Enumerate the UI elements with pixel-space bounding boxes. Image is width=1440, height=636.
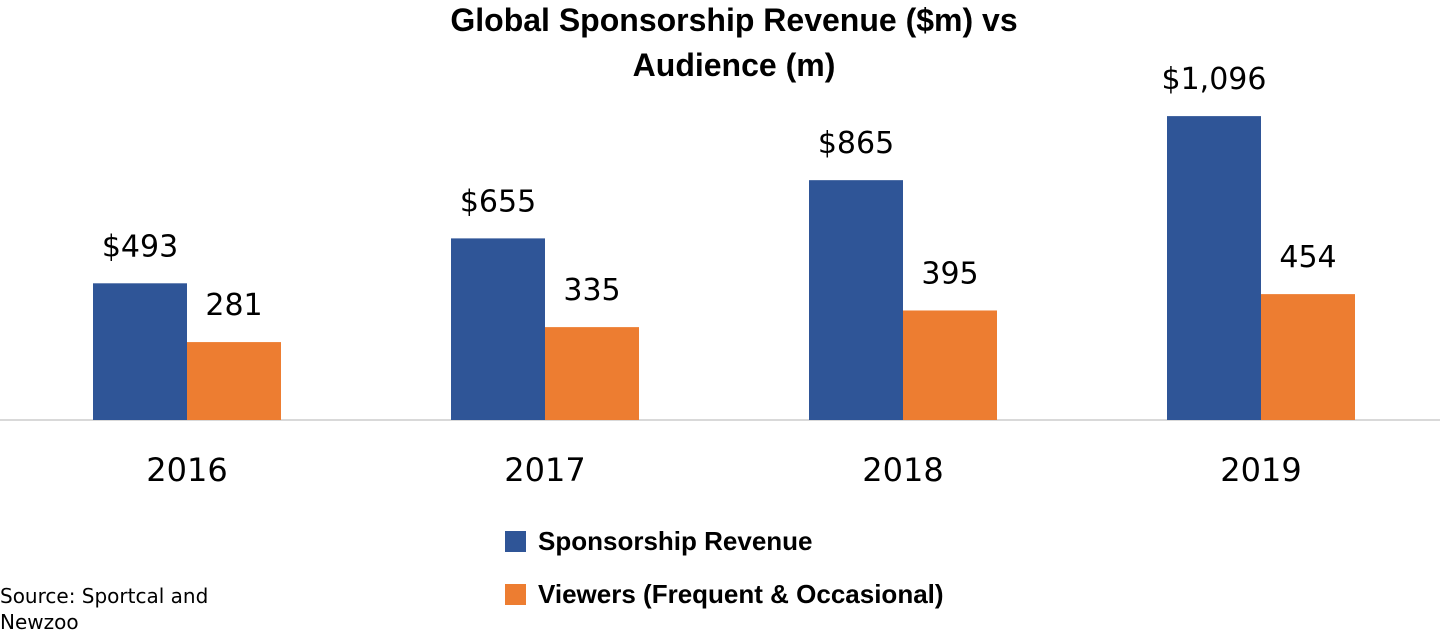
bar-viewers-2016	[187, 342, 281, 420]
bar-revenue-2016	[93, 283, 187, 420]
bar-viewers-2019	[1261, 294, 1355, 420]
x-tick-label-2017: 2017	[504, 451, 585, 489]
x-tick-label-2016: 2016	[146, 451, 227, 489]
x-tick-label-2018: 2018	[862, 451, 943, 489]
data-label-viewers-2019: 454	[1279, 240, 1336, 275]
bar-revenue-2018	[809, 180, 903, 420]
legend: Sponsorship Revenue Viewers (Frequent & …	[505, 526, 944, 609]
legend-swatch-revenue	[505, 531, 526, 552]
data-label-revenue-2017: $655	[460, 184, 536, 219]
legend-swatch-viewers	[505, 584, 526, 605]
bar-viewers-2017	[545, 327, 639, 420]
bar-viewers-2018	[903, 310, 997, 420]
bar-revenue-2019	[1167, 116, 1261, 420]
legend-label-revenue: Sponsorship Revenue	[538, 526, 813, 556]
data-label-revenue-2018: $865	[818, 126, 894, 161]
data-label-viewers-2017: 335	[563, 273, 620, 308]
chart-title-line-1: Global Sponsorship Revenue ($m) vs	[450, 2, 1017, 38]
plot-area: $493 281 2016 $655 335 2017 $865 395 2018 $1,096 4…	[0, 62, 1440, 489]
data-label-revenue-2016: $493	[102, 229, 178, 264]
data-label-viewers-2018: 395	[921, 256, 978, 291]
data-label-viewers-2016: 281	[205, 288, 262, 323]
legend-label-viewers: Viewers (Frequent & Occasional)	[538, 579, 944, 609]
bar-revenue-2017	[451, 238, 545, 420]
chart-title-line-2: Audience (m)	[633, 47, 836, 83]
source-note: Source: Sportcal and Newzoo	[0, 584, 209, 634]
x-tick-label-2019: 2019	[1220, 451, 1301, 489]
data-label-revenue-2019: $1,096	[1162, 62, 1267, 97]
